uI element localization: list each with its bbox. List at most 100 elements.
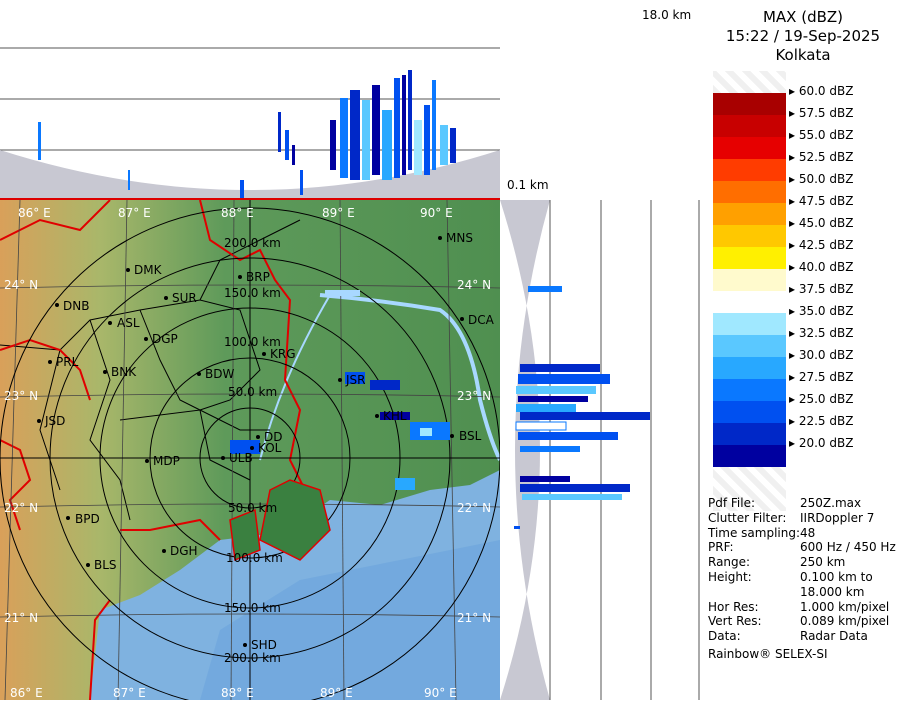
scale-swatch — [713, 423, 786, 445]
ring-label-south-150: 150.0 km — [224, 601, 281, 615]
city-mdp: MDP — [153, 454, 180, 468]
info-key: Range: — [708, 555, 751, 570]
info-key: PRF: — [708, 540, 734, 555]
city-khl: KHL — [383, 409, 407, 423]
scale-tick-text: 45.0 dBZ — [798, 216, 854, 230]
city-asl: ASL — [117, 316, 140, 330]
scale-tick-text: 42.5 dBZ — [798, 238, 854, 252]
scale-tick-label: ▸ 22.5 dBZ — [789, 414, 854, 428]
city-bsl: BSL — [459, 429, 482, 443]
lat-left-22: 22° N — [4, 501, 38, 515]
top-terrain-shade — [0, 150, 500, 200]
lon-labels-bottom: 86° E 87° E 88° E 89° E 90° E — [10, 686, 457, 700]
info-value: 250 km — [800, 555, 846, 570]
lon-bottom-88: 88° E — [221, 686, 254, 700]
scale-tick-label: ▸ 47.5 dBZ — [789, 194, 854, 208]
city-bdw: BDW — [205, 367, 234, 381]
scale-swatch — [713, 137, 786, 159]
scale-tick-label: ▸ 40.0 dBZ — [789, 260, 854, 274]
scale-tick-text: 25.0 dBZ — [798, 392, 854, 406]
scale-tick-label: ▸ 42.5 dBZ — [789, 238, 854, 252]
river-padma — [319, 293, 502, 461]
info-key: Height: — [708, 570, 752, 584]
info-value: 1.000 km/pixel — [800, 599, 890, 614]
info-key: Data: — [708, 629, 741, 644]
city-dca: DCA — [468, 313, 495, 327]
scale-tick-text: 55.0 dBZ — [798, 128, 854, 142]
radar-map-svg: 86° E 87° E 88° E 89° E 90° E 86° E 87° … — [0, 199, 502, 704]
scale-tick-label: ▸ 45.0 dBZ — [789, 216, 854, 230]
top-cross-section-panel — [0, 0, 500, 200]
station-title: Kolkata — [775, 46, 831, 64]
info-value: 48 — [800, 525, 816, 540]
scale-tick-label: ▸ 32.5 dBZ — [789, 326, 854, 340]
ring-label-south-200: 200.0 km — [224, 651, 281, 665]
city-sur: SUR — [172, 291, 197, 305]
sunderbans — [229, 479, 331, 562]
lat-labels-right: 24° N 23° N 22° N 21° N — [457, 278, 491, 625]
scale-tick-label: ▸ 52.5 dBZ — [789, 150, 854, 164]
scale-swatch — [713, 225, 786, 247]
info-value: IIRDoppler 7 — [800, 510, 875, 525]
scale-swatch — [713, 445, 786, 467]
scale-tick-text: 27.5 dBZ — [798, 370, 854, 384]
scale-tick-text: 20.0 dBZ — [798, 436, 854, 450]
product-title: MAX (dBZ) — [762, 8, 844, 26]
city-kol: KOL — [258, 441, 282, 455]
scale-tick-label: ▸ 25.0 dBZ — [789, 392, 854, 406]
scale-swatch — [713, 247, 786, 269]
lon-bottom-90: 90° E — [424, 686, 457, 700]
scale-tick-label: ▸ 37.5 dBZ — [789, 282, 854, 296]
city-jsd: JSD — [44, 414, 65, 428]
cities: MNS DMK BRP DNB SUR ASL DGP DCA KRG PRL … — [37, 231, 495, 652]
scale-tick-text: 32.5 dBZ — [798, 326, 854, 340]
city-jsr: JSR — [345, 373, 366, 387]
lat-left-23: 23° N — [4, 389, 38, 403]
scale-below-threshold — [713, 467, 786, 511]
scale-swatch — [713, 335, 786, 357]
state-boundaries — [0, 199, 311, 701]
side-cross-section-panel — [500, 200, 700, 700]
corner-panel: 18.0 km 0.1 km — [500, 0, 700, 200]
scale-tick-label: ▸ 50.0 dBZ — [789, 172, 854, 186]
info-value: 0.100 km to — [800, 570, 873, 584]
city-prl: PRL — [56, 355, 79, 369]
scale-tick-label: ▸ 57.5 dBZ — [789, 106, 854, 120]
city-dd: DD — [264, 430, 282, 444]
ring-label-north-50: 50.0 km — [228, 385, 277, 399]
city-dnb: DNB — [63, 299, 89, 313]
scale-tick-text: 40.0 dBZ — [798, 260, 854, 274]
city-bpd: BPD — [75, 512, 100, 526]
top-echoes — [38, 70, 456, 198]
scale-swatch — [713, 181, 786, 203]
scale-swatch — [713, 159, 786, 181]
ring-label-north-150: 150.0 km — [224, 286, 281, 300]
city-krg: KRG — [270, 347, 296, 361]
city-dgh: DGH — [170, 544, 198, 558]
scale-swatch — [713, 313, 786, 335]
lat-right-22: 22° N — [457, 501, 491, 515]
info-value: 250Z.max — [800, 496, 862, 510]
scale-tick-text: 37.5 dBZ — [798, 282, 854, 296]
footer-credit: Rainbow® SELEX-SI — [708, 647, 828, 661]
city-shd: SHD — [251, 638, 277, 652]
lat-right-24: 24° N — [457, 278, 491, 292]
ring-label-south-100: 100.0 km — [226, 551, 283, 565]
scale-tick-text: 60.0 dBZ — [798, 84, 854, 98]
info-value: 18.000 km — [800, 584, 865, 599]
radar-map[interactable]: 86° E 87° E 88° E 89° E 90° E 86° E 87° … — [0, 199, 502, 704]
lon-top-87: 87° E — [118, 206, 151, 220]
info-value: Radar Data — [800, 629, 868, 644]
height-top-label: 18.0 km — [642, 8, 692, 22]
scale-tick-text: 22.5 dBZ — [798, 414, 854, 428]
range-labels: 50.0 km 100.0 km 150.0 km 200.0 km 50.0 … — [224, 236, 283, 665]
datetime-title: 15:22 / 19-Sep-2025 — [725, 27, 881, 45]
lon-top-89: 89° E — [322, 206, 355, 220]
lon-bottom-89: 89° E — [320, 686, 353, 700]
scale-tick-label: ▸ 55.0 dBZ — [789, 128, 854, 142]
scale-tick-label: ▸ 20.0 dBZ — [789, 436, 854, 450]
lon-bottom-86: 86° E — [10, 686, 43, 700]
lon-bottom-87: 87° E — [113, 686, 146, 700]
lon-top-88: 88° E — [221, 206, 254, 220]
scale-swatch — [713, 93, 786, 115]
